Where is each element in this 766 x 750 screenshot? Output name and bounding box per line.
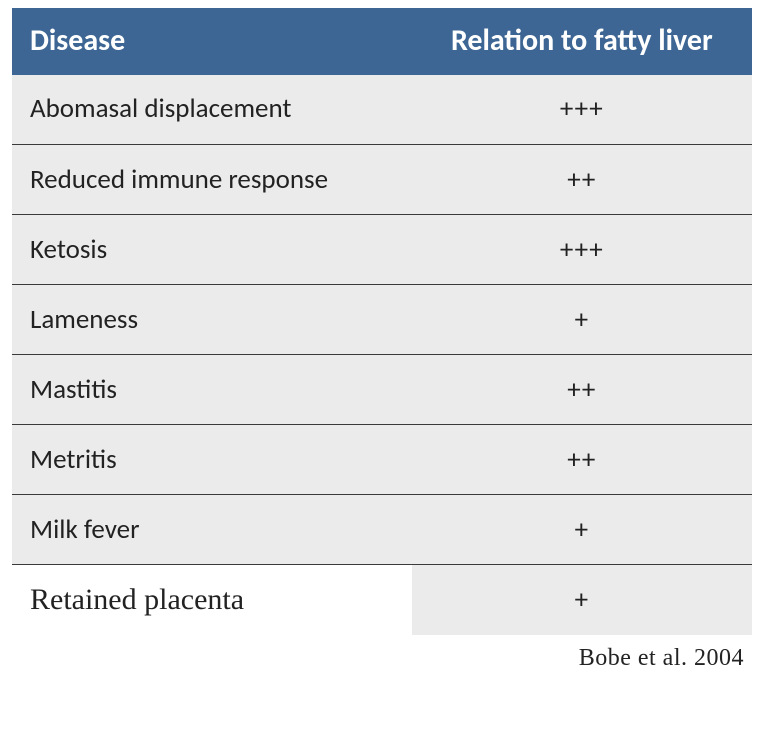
cell-relation: + bbox=[412, 565, 752, 635]
cell-relation: ++ bbox=[412, 145, 752, 215]
cell-relation: ++ bbox=[412, 355, 752, 425]
table-row: Ketosis +++ bbox=[12, 215, 752, 285]
table-row: Mastitis ++ bbox=[12, 355, 752, 425]
header-disease: Disease bbox=[12, 8, 412, 75]
cell-disease: Abomasal displacement bbox=[12, 75, 412, 145]
table-row: Metritis ++ bbox=[12, 425, 752, 495]
table-row: Milk fever + bbox=[12, 495, 752, 565]
cell-disease: Metritis bbox=[12, 425, 412, 495]
cell-relation: ++ bbox=[412, 425, 752, 495]
table-row: Reduced immune response ++ bbox=[12, 145, 752, 215]
cell-disease: Reduced immune response bbox=[12, 145, 412, 215]
cell-relation: +++ bbox=[412, 75, 752, 145]
cell-relation: + bbox=[412, 495, 752, 565]
table-row: Abomasal displacement +++ bbox=[12, 75, 752, 145]
table-row: Lameness + bbox=[12, 285, 752, 355]
cell-disease: Milk fever bbox=[12, 495, 412, 565]
citation-text: Bobe et al. 2004 bbox=[12, 635, 752, 672]
table-row: Retained placenta + bbox=[12, 565, 752, 635]
cell-disease: Lameness bbox=[12, 285, 412, 355]
cell-disease: Mastitis bbox=[12, 355, 412, 425]
cell-relation: + bbox=[412, 285, 752, 355]
cell-disease: Ketosis bbox=[12, 215, 412, 285]
header-relation: Relation to fatty liver bbox=[412, 8, 752, 75]
cell-relation: +++ bbox=[412, 215, 752, 285]
table-header-row: Disease Relation to fatty liver bbox=[12, 8, 752, 75]
cell-disease: Retained placenta bbox=[12, 565, 412, 635]
disease-table: Disease Relation to fatty liver Abomasal… bbox=[12, 8, 752, 635]
